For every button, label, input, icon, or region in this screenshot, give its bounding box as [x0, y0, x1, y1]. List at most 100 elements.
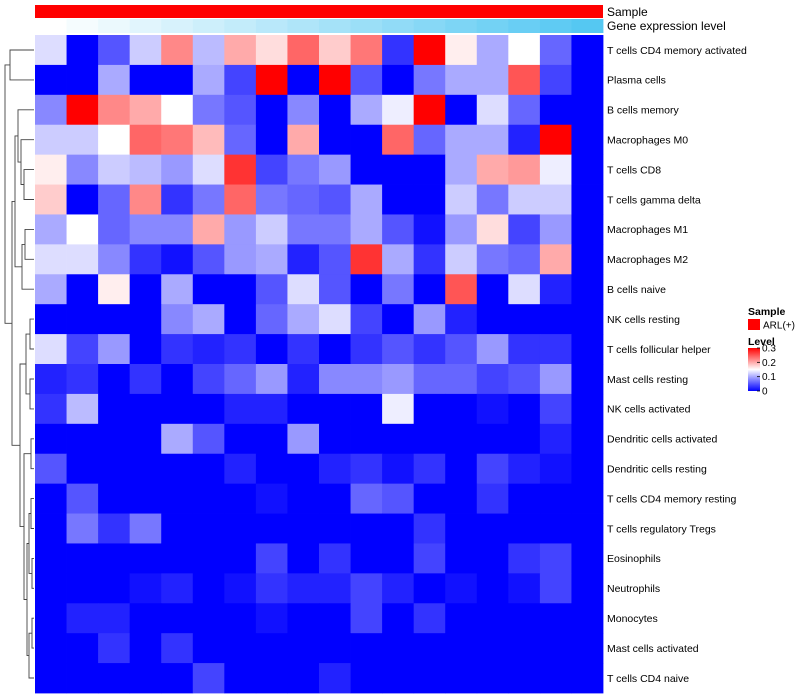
heatmap-cell	[98, 393, 131, 425]
heatmap-cell	[445, 663, 478, 694]
heatmap-cell	[445, 35, 478, 66]
heatmap-cell	[98, 453, 131, 485]
heatmap-cell	[35, 244, 67, 275]
heatmap-cell	[571, 64, 604, 96]
heatmap-cell	[413, 244, 446, 275]
heatmap-cell	[413, 393, 446, 425]
heatmap-cell	[192, 453, 225, 485]
heatmap-cell	[287, 364, 320, 395]
heatmap-cell	[35, 304, 67, 335]
legend-sample-title: Sample	[748, 306, 786, 318]
heatmap-cell	[287, 663, 320, 694]
heatmap-cell	[129, 543, 162, 574]
heatmap-cell	[98, 35, 131, 66]
heatmap-cell	[161, 154, 194, 185]
heatmap-cell	[161, 244, 194, 275]
heatmap-cell	[224, 244, 257, 275]
heatmap-cell	[319, 124, 351, 156]
heatmap-cell	[192, 364, 225, 395]
row-label: T cells CD8	[607, 164, 661, 176]
heatmap-cell	[350, 64, 383, 96]
dendrogram-branch	[31, 617, 34, 649]
heatmap-cell	[319, 513, 351, 544]
heatmap-cell	[382, 94, 415, 126]
heatmap-cell	[508, 124, 541, 156]
heatmap-cell	[382, 184, 415, 215]
heatmap-cell	[350, 603, 383, 634]
heatmap-cell	[35, 274, 67, 305]
heatmap-cell	[539, 633, 572, 664]
heatmap-cell	[224, 64, 257, 96]
heatmap-cell	[539, 124, 572, 156]
dendrogram-branch	[29, 378, 34, 410]
heatmap-cell	[35, 633, 67, 664]
gene-expression-annotation-cell	[224, 19, 257, 33]
gene-expression-annotation-cell	[508, 19, 541, 33]
heatmap-cell	[413, 124, 446, 156]
dendrogram-branch	[28, 632, 34, 679]
heatmap-cell	[255, 603, 288, 634]
heatmap-cell	[287, 423, 320, 455]
heatmap-cell	[539, 423, 572, 455]
annotation-label-sample: Sample	[607, 5, 648, 19]
legend-sample-entry: ARL(+)	[763, 321, 795, 332]
heatmap-cell	[35, 154, 67, 185]
heatmap-cell	[224, 35, 257, 66]
gene-expression-annotation-cell	[476, 19, 509, 33]
heatmap-cell	[287, 64, 320, 96]
heatmap-cell	[66, 244, 99, 275]
heatmap-cell	[382, 274, 415, 305]
heatmap-cell	[66, 573, 99, 604]
heatmap-cell	[98, 274, 131, 305]
heatmap-cell	[571, 304, 604, 335]
legend-color-bar	[748, 348, 760, 391]
heatmap-cell	[571, 543, 604, 574]
dendrogram-branch	[17, 109, 34, 163]
heatmap-cell	[66, 423, 99, 455]
heatmap-cell	[98, 603, 131, 634]
heatmap-cell	[161, 184, 194, 215]
heatmap-cell	[539, 453, 572, 485]
heatmap-cell	[319, 393, 351, 425]
heatmap-cell	[35, 663, 67, 694]
heatmap-cell	[129, 573, 162, 604]
heatmap-cell	[539, 64, 572, 96]
dendrogram-branch	[23, 453, 31, 600]
heatmap-cell	[382, 633, 415, 664]
heatmap-cell	[192, 154, 225, 185]
heatmap-cell	[224, 184, 257, 215]
heatmap-cell	[445, 364, 478, 395]
heatmap-cell	[66, 35, 99, 66]
heatmap-cell	[319, 274, 351, 305]
heatmap-cell	[66, 603, 99, 634]
heatmap-cell	[382, 364, 415, 395]
heatmap-cell	[571, 274, 604, 305]
heatmap-cell	[98, 334, 131, 365]
heatmap-cell	[161, 573, 194, 604]
heatmap-cell	[224, 154, 257, 185]
heatmap-cell	[382, 334, 415, 365]
heatmap-cell	[319, 304, 351, 335]
heatmap-cell	[539, 364, 572, 395]
dendrogram-branch	[31, 557, 34, 589]
heatmap-cell	[476, 423, 509, 455]
row-label: Dendritic cells resting	[607, 463, 707, 475]
heatmap-cell	[35, 364, 67, 395]
heatmap-cell	[539, 334, 572, 365]
heatmap-cell	[287, 633, 320, 664]
row-label: Macrophages M1	[607, 224, 688, 236]
heatmap-cell	[508, 364, 541, 395]
heatmap-cell	[539, 543, 572, 574]
heatmap-cell	[445, 184, 478, 215]
heatmap-cell	[319, 184, 351, 215]
dendrogram-branch	[30, 498, 34, 529]
heatmap-cell	[571, 483, 604, 514]
heatmap-cell	[445, 633, 478, 664]
heatmap-cell	[192, 513, 225, 544]
heatmap-cell	[224, 483, 257, 514]
legend-sample-swatch	[748, 319, 760, 330]
heatmap-cell	[382, 603, 415, 634]
heatmap-cell	[161, 214, 194, 245]
heatmap-cell	[571, 35, 604, 66]
heatmap-cell	[445, 513, 478, 544]
